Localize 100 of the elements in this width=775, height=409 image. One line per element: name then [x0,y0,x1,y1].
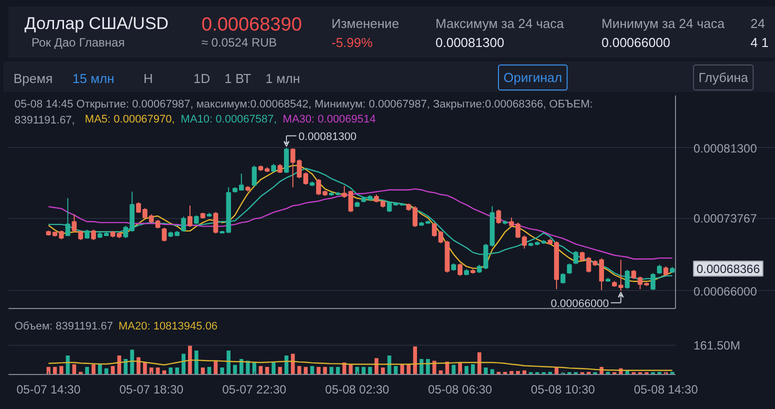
candlestick [663,266,668,276]
bar [330,366,334,374]
bar [194,350,198,374]
text: 1 ВТ [224,71,252,86]
bar [188,345,192,374]
text: Максимум за 24 часа [436,16,565,31]
candlestick [342,186,347,198]
text: Изменение [332,16,400,31]
bar [336,366,340,374]
candlestick [303,172,308,186]
text: Объем: 8391191.67 [14,320,113,332]
bar [246,360,250,374]
text: 0.00081300 [436,35,504,50]
text: Время [14,71,53,86]
text: MA20: 10813945.06 [118,320,218,332]
candlestick [252,165,257,187]
candlestick [656,264,662,274]
bar [278,366,282,374]
x-tick-label: 05-07 22:30 [222,382,287,396]
bar [272,362,276,374]
bar [104,368,108,374]
candlestick [284,147,289,174]
bar [143,362,147,374]
text: 0.00068390 [202,14,302,36]
bar [124,359,128,374]
candlestick [162,227,167,242]
bar [53,366,57,374]
bar [362,366,366,374]
x-tick-label: 05-08 02:30 [325,382,390,396]
x-tick-label: 05-08 10:30 [530,382,596,396]
line-series [48,188,673,260]
y-tick-label: 0.00081300 [694,141,758,156]
bar [200,367,205,374]
text: Рок Дао Главная [32,36,125,50]
candlestick [78,230,84,241]
candlestick [72,214,77,233]
candlestick [580,251,585,262]
candlestick [65,198,70,237]
text: Глубина [698,70,749,85]
text: 1 млн [266,71,300,86]
bar [406,364,411,374]
bar [182,354,186,374]
bar [85,366,90,374]
annotation: 0.00081300 [298,130,357,143]
candlestick [213,212,218,234]
bar [130,350,134,374]
bar [290,354,295,374]
bar [471,364,475,374]
text: 161.50M [694,338,740,352]
bar [368,366,372,374]
text: Оригинал [504,70,562,85]
text: Минимум за 24 часа [602,16,726,31]
text: MA30: 0.00069514 [282,114,376,126]
text: Доллар США/USD [24,14,169,33]
x-tick-label: 05-08 06:30 [428,382,492,396]
candlestick [91,229,96,241]
bar [233,364,237,374]
bar [413,346,417,374]
bar [265,366,270,374]
candlestick [188,205,192,228]
bar [226,350,230,374]
text: 0.00066000 [602,35,670,50]
bar [374,358,378,374]
bar [323,366,327,374]
x-tick-label: 05-07 18:30 [119,382,184,396]
bar [136,357,140,374]
text: 24 [750,16,765,31]
x-tick-label: 05-07 14:30 [16,382,81,396]
annotation: 8391191.67, [14,114,75,126]
bar [387,356,392,374]
bar [452,364,456,374]
bar [477,352,482,374]
text: Н [144,71,153,86]
text: -5.99% [332,35,374,50]
bar [554,367,558,374]
candlestick [348,190,354,213]
y-tick-label: 0.00066000 [694,284,758,298]
bar [464,366,468,374]
text: 0.00068366 [696,262,760,276]
bar [316,366,321,374]
text: 1D [194,71,210,86]
bar [284,356,288,374]
text: 4 1 [750,35,769,50]
bar [239,359,244,374]
text: ≈ 0.0524 RUB [202,36,277,50]
bar [220,367,224,374]
bar [420,359,424,374]
bar [380,367,385,374]
bar [92,364,96,374]
candlestick [458,262,462,276]
bar [175,367,180,374]
bar [98,364,102,374]
candlestick [560,272,566,284]
candlestick [278,163,282,174]
bar [458,362,462,374]
y-tick-label: 0.00073767 [694,212,758,226]
candlestick [181,216,186,232]
annotation: 0.00066000 [550,298,609,310]
bar [156,367,160,374]
bar [426,359,430,374]
